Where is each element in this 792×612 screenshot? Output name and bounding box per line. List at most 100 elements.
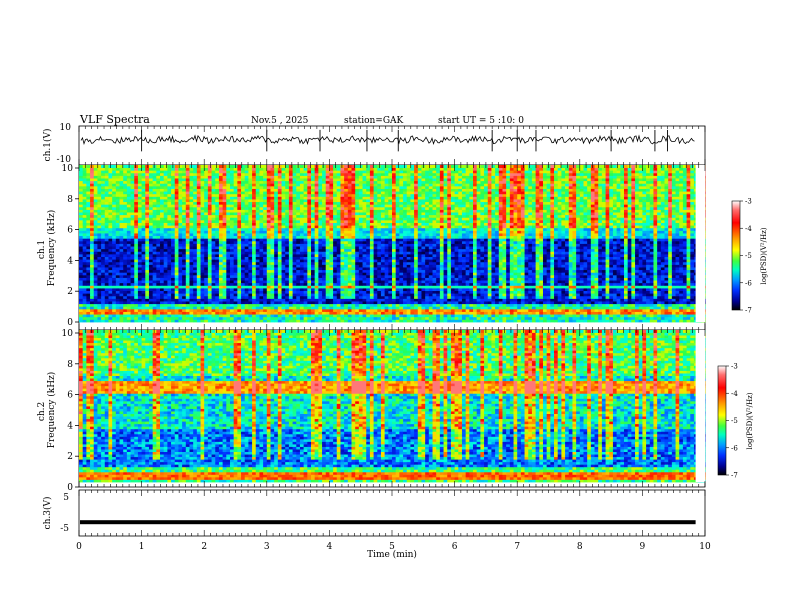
spectrogram-cell: [101, 288, 105, 291]
spectrogram-cell: [259, 251, 263, 254]
spectrogram-cell: [425, 270, 429, 273]
spectrogram-cell: [263, 262, 267, 265]
spectrogram-cell: [624, 270, 628, 273]
spectrogram-cell: [256, 267, 260, 270]
spectrogram-cell: [550, 270, 554, 273]
spectrogram-cell: [234, 270, 238, 273]
spectrogram-cell: [433, 304, 437, 307]
spectrogram-cell: [528, 319, 532, 322]
spectrogram-cell: [267, 301, 271, 304]
spectrogram-cell: [646, 293, 650, 296]
spectrogram-cell: [536, 309, 540, 312]
spectrogram-cell: [175, 291, 179, 294]
spectrogram-cell: [381, 280, 385, 283]
spectrogram-cell: [208, 272, 212, 275]
spectrogram-cell: [572, 257, 576, 260]
spectrogram-cell: [377, 267, 381, 270]
spectrogram-cell: [363, 314, 367, 317]
spectrogram-cell: [455, 296, 459, 299]
spectrogram-cell: [245, 278, 249, 281]
spectrogram-cell: [381, 291, 385, 294]
spectrogram-cell: [263, 309, 267, 312]
spectrogram-cell: [528, 296, 532, 299]
spectrogram-cell: [237, 317, 241, 320]
spectrogram-cell: [491, 249, 495, 252]
spectrogram-cell: [598, 304, 602, 307]
spectrogram-cell: [197, 254, 201, 257]
spectrogram-cell: [628, 278, 632, 281]
spectrogram-cell: [631, 257, 635, 260]
spectrogram-cell: [311, 259, 315, 262]
spectrogram-cell: [245, 301, 249, 304]
spectrogram-cell: [624, 314, 628, 317]
spectrogram-cell: [204, 259, 208, 262]
spectrogram-cell: [491, 291, 495, 294]
spectrogram-cell: [491, 304, 495, 307]
spectrogram-cell: [598, 262, 602, 265]
spectrogram-cell: [142, 257, 146, 260]
spectrogram-cell: [366, 293, 370, 296]
spectrogram-cell: [237, 288, 241, 291]
spectrogram-cell: [510, 251, 514, 254]
spectrogram-cell: [392, 275, 396, 278]
spectrogram-cell: [120, 293, 124, 296]
spectrogram-cell: [388, 298, 392, 301]
spectrogram-cell: [322, 280, 326, 283]
spectrogram-cell: [609, 283, 613, 286]
spectrogram-cell: [583, 259, 587, 262]
spectrogram-cell: [646, 317, 650, 320]
spectrogram-cell: [241, 254, 245, 257]
spectrogram-cell: [425, 304, 429, 307]
spectrogram-cell: [429, 275, 433, 278]
spectrogram-cell: [617, 264, 621, 267]
spectrogram-cell: [642, 319, 646, 322]
spectrogram-cell: [370, 312, 374, 315]
spectrogram-cell: [664, 288, 668, 291]
spectrogram-cell: [569, 246, 573, 249]
spectrogram-cell: [532, 270, 536, 273]
spectrogram-cell: [617, 275, 621, 278]
spectrogram-cell: [451, 288, 455, 291]
spectrogram-cell: [609, 264, 613, 267]
spectrogram-cell: [495, 306, 499, 309]
spectrogram-cell: [466, 314, 470, 317]
spectrogram-cell: [466, 319, 470, 322]
spectrogram-cell: [197, 257, 201, 260]
spectrogram-cell: [164, 319, 168, 322]
spectrogram-cell: [86, 251, 90, 254]
spectrogram-cell: [219, 249, 223, 252]
spectrogram-cell: [120, 278, 124, 281]
spectrogram-cell: [598, 296, 602, 299]
spectrogram-cell: [171, 296, 175, 299]
spectrogram-cell: [451, 249, 455, 252]
spectrogram-cell: [160, 301, 164, 304]
spectrogram-cell: [248, 272, 252, 275]
spectrogram-cell: [661, 285, 665, 288]
spectrogram-cell: [558, 254, 562, 257]
spectrogram-cell: [340, 264, 344, 267]
spectrogram-cell: [344, 317, 348, 320]
spectrogram-cell: [127, 251, 131, 254]
spectrogram-cell: [307, 257, 311, 260]
spectrogram-cell: [613, 278, 617, 281]
spectrogram-cell: [554, 254, 558, 257]
spectrogram-cell: [171, 317, 175, 320]
spectrogram-cell: [462, 246, 466, 249]
spectrogram-cell: [329, 257, 333, 260]
spectrogram-cell: [293, 264, 297, 267]
spectrogram-cell: [429, 262, 433, 265]
spectrogram-cell: [525, 304, 529, 307]
spectrogram-cell: [189, 280, 193, 283]
spectrogram-cell: [370, 319, 374, 322]
spectrogram-cell: [381, 285, 385, 288]
spectrogram-cell: [650, 285, 654, 288]
spectrogram-cell: [311, 317, 315, 320]
spectrogram-cell: [307, 309, 311, 312]
spectrogram-cell: [510, 296, 514, 299]
spectrogram-cell: [131, 298, 135, 301]
spectrogram-cell: [245, 317, 249, 320]
spectrogram-cell: [186, 264, 190, 267]
spectrogram-cell: [606, 296, 610, 299]
spectrogram-cell: [274, 249, 278, 252]
